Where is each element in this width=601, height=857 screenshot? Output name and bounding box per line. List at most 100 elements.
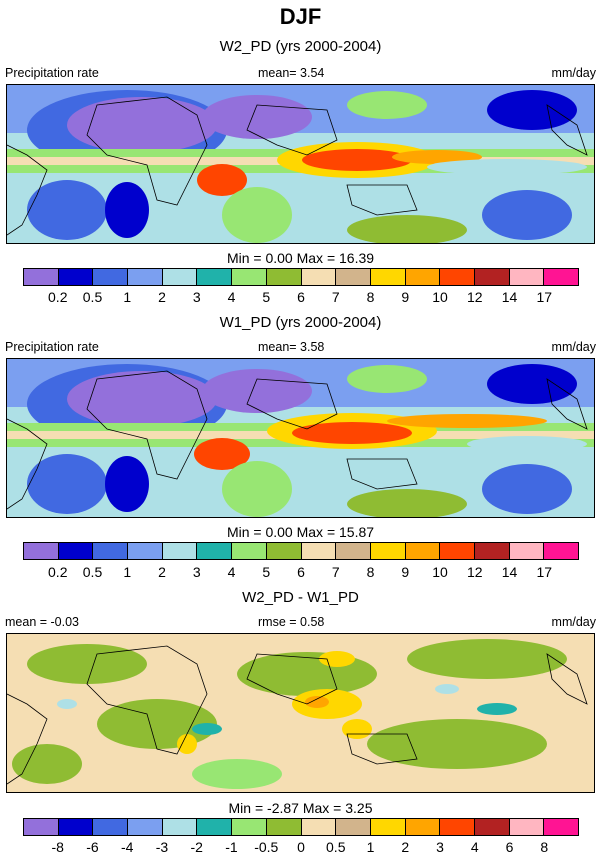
panel-1-units-label: mm/day bbox=[551, 66, 596, 80]
colorbar-swatch bbox=[474, 269, 510, 285]
colorbar-swatch bbox=[474, 543, 510, 559]
colorbar-tick-label: 17 bbox=[536, 564, 553, 580]
colorbar-swatch bbox=[93, 543, 129, 559]
colorbar-tick-label: -1 bbox=[225, 839, 238, 855]
colorbar-tick-label: 0 bbox=[297, 839, 305, 855]
colorbar-tick-label: 6 bbox=[297, 564, 305, 580]
colorbar-tick-label: 10 bbox=[432, 289, 448, 305]
panel-2-map bbox=[6, 358, 595, 518]
panel-3-map bbox=[6, 633, 595, 793]
panel-1-colorbar-labels: 0.2 0.5 1 2 3 4 5 6 7 8 9 10 12 14 17 bbox=[23, 289, 579, 305]
colorbar-tick-label: 7 bbox=[331, 564, 340, 580]
colorbar-swatch bbox=[440, 543, 475, 559]
colorbar-tick-label: 8 bbox=[540, 839, 549, 855]
colorbar-swatch bbox=[58, 269, 94, 285]
panel-3-rmse-label: rmse = 0.58 bbox=[258, 615, 325, 629]
colorbar-swatch bbox=[232, 819, 267, 835]
panel-2-title: W1_PD (yrs 2000-2004) bbox=[219, 314, 382, 331]
colorbar-tick-label: 6 bbox=[505, 839, 514, 855]
colorbar-tick-label: 14 bbox=[501, 564, 518, 580]
colorbar-tick-label: -6 bbox=[86, 839, 99, 855]
colorbar-swatch bbox=[24, 543, 59, 559]
panel-1-colorbar bbox=[23, 268, 579, 286]
panel-3-mean-label: mean = -0.03 bbox=[5, 615, 80, 629]
colorbar-swatch bbox=[266, 543, 302, 559]
panel-2-colorbar bbox=[23, 542, 579, 560]
colorbar-tick-label: 0.5 bbox=[326, 839, 346, 855]
colorbar-swatch bbox=[440, 269, 475, 285]
colorbar-tick-label: 10 bbox=[432, 564, 448, 580]
colorbar-tick-label: -4 bbox=[121, 839, 134, 855]
colorbar-swatch bbox=[24, 819, 59, 835]
colorbar-swatch bbox=[162, 543, 198, 559]
colorbar-tick-label: 3 bbox=[192, 289, 201, 305]
colorbar-swatch bbox=[405, 543, 441, 559]
colorbar-swatch bbox=[93, 819, 129, 835]
colorbar-tick-label: 9 bbox=[401, 564, 410, 580]
colorbar-tick-label: 17 bbox=[536, 289, 553, 305]
colorbar-swatch bbox=[405, 819, 441, 835]
colorbar-tick-label: 6 bbox=[297, 289, 305, 305]
colorbar-swatch bbox=[93, 269, 129, 285]
colorbar-tick-label: 4 bbox=[227, 289, 236, 305]
colorbar-tick-label: 2 bbox=[401, 839, 410, 855]
panel-1-min-max: Min = 0.00 Max = 16.39 bbox=[226, 250, 375, 266]
colorbar-tick-label: 12 bbox=[466, 289, 483, 305]
colorbar-swatch bbox=[370, 269, 406, 285]
panel-1-title: W2_PD (yrs 2000-2004) bbox=[219, 38, 382, 55]
colorbar-tick-label: 1 bbox=[123, 564, 132, 580]
colorbar-swatch bbox=[162, 269, 198, 285]
colorbar-tick-label: -2 bbox=[190, 839, 203, 855]
colorbar-tick-label: 1 bbox=[123, 289, 132, 305]
colorbar-tick-label: 4 bbox=[470, 839, 479, 855]
colorbar-tick-label: 14 bbox=[501, 289, 518, 305]
colorbar-swatch bbox=[197, 269, 233, 285]
colorbar-swatch bbox=[509, 543, 545, 559]
colorbar-swatch bbox=[440, 819, 475, 835]
colorbar-tick-label: 0.2 bbox=[48, 564, 68, 580]
panel-3-min-max: Min = -2.87 Max = 3.25 bbox=[228, 800, 373, 816]
panel-1-map bbox=[6, 84, 595, 244]
colorbar-tick-label: -8 bbox=[51, 839, 64, 855]
colorbar-tick-label: 9 bbox=[401, 289, 410, 305]
colorbar-swatch bbox=[336, 819, 371, 835]
colorbar-swatch bbox=[266, 269, 302, 285]
panel-2-min-max: Min = 0.00 Max = 15.87 bbox=[226, 524, 375, 540]
colorbar-tick-label: 0.5 bbox=[82, 564, 103, 580]
colorbar-swatch bbox=[197, 543, 233, 559]
colorbar-swatch bbox=[544, 269, 578, 285]
colorbar-swatch bbox=[266, 819, 302, 835]
colorbar-tick-label: 0.5 bbox=[82, 289, 103, 305]
colorbar-swatch bbox=[301, 269, 337, 285]
panel-1-mean-label: mean= 3.54 bbox=[258, 66, 325, 80]
colorbar-swatch bbox=[474, 819, 510, 835]
colorbar-tick-label: 1 bbox=[366, 839, 375, 855]
colorbar-swatch bbox=[232, 269, 267, 285]
colorbar-swatch bbox=[370, 543, 406, 559]
colorbar-swatch bbox=[128, 543, 163, 559]
panel-1-variable-label: Precipitation rate bbox=[5, 66, 99, 80]
colorbar-swatch bbox=[128, 269, 163, 285]
colorbar-tick-label: 2 bbox=[158, 289, 166, 305]
colorbar-tick-label: -0.5 bbox=[254, 839, 279, 855]
colorbar-tick-label: 12 bbox=[466, 564, 483, 580]
colorbar-tick-label: 8 bbox=[366, 289, 375, 305]
colorbar-tick-label: 2 bbox=[158, 564, 166, 580]
colorbar-swatch bbox=[128, 819, 163, 835]
colorbar-swatch bbox=[58, 819, 94, 835]
colorbar-swatch bbox=[301, 819, 337, 835]
panel-3-title: W2_PD - W1_PD bbox=[242, 589, 359, 606]
colorbar-swatch bbox=[336, 269, 371, 285]
colorbar-tick-label: 8 bbox=[366, 564, 375, 580]
panel-3-colorbar bbox=[23, 818, 579, 836]
colorbar-tick-label: 3 bbox=[192, 564, 201, 580]
colorbar-swatch bbox=[370, 819, 406, 835]
panel-3-colorbar-labels: -8 -6 -4 -3 -2 -1 -0.5 0 0.5 1 2 3 4 6 8 bbox=[23, 839, 579, 855]
colorbar-swatch bbox=[197, 819, 233, 835]
panel-3-units-label: mm/day bbox=[551, 615, 596, 629]
colorbar-swatch bbox=[509, 819, 545, 835]
colorbar-swatch bbox=[24, 269, 59, 285]
panel-2-colorbar-labels: 0.2 0.5 1 2 3 4 5 6 7 8 9 10 12 14 17 bbox=[23, 564, 579, 580]
colorbar-tick-label: 0.2 bbox=[48, 289, 68, 305]
figure-title: DJF bbox=[279, 4, 322, 29]
